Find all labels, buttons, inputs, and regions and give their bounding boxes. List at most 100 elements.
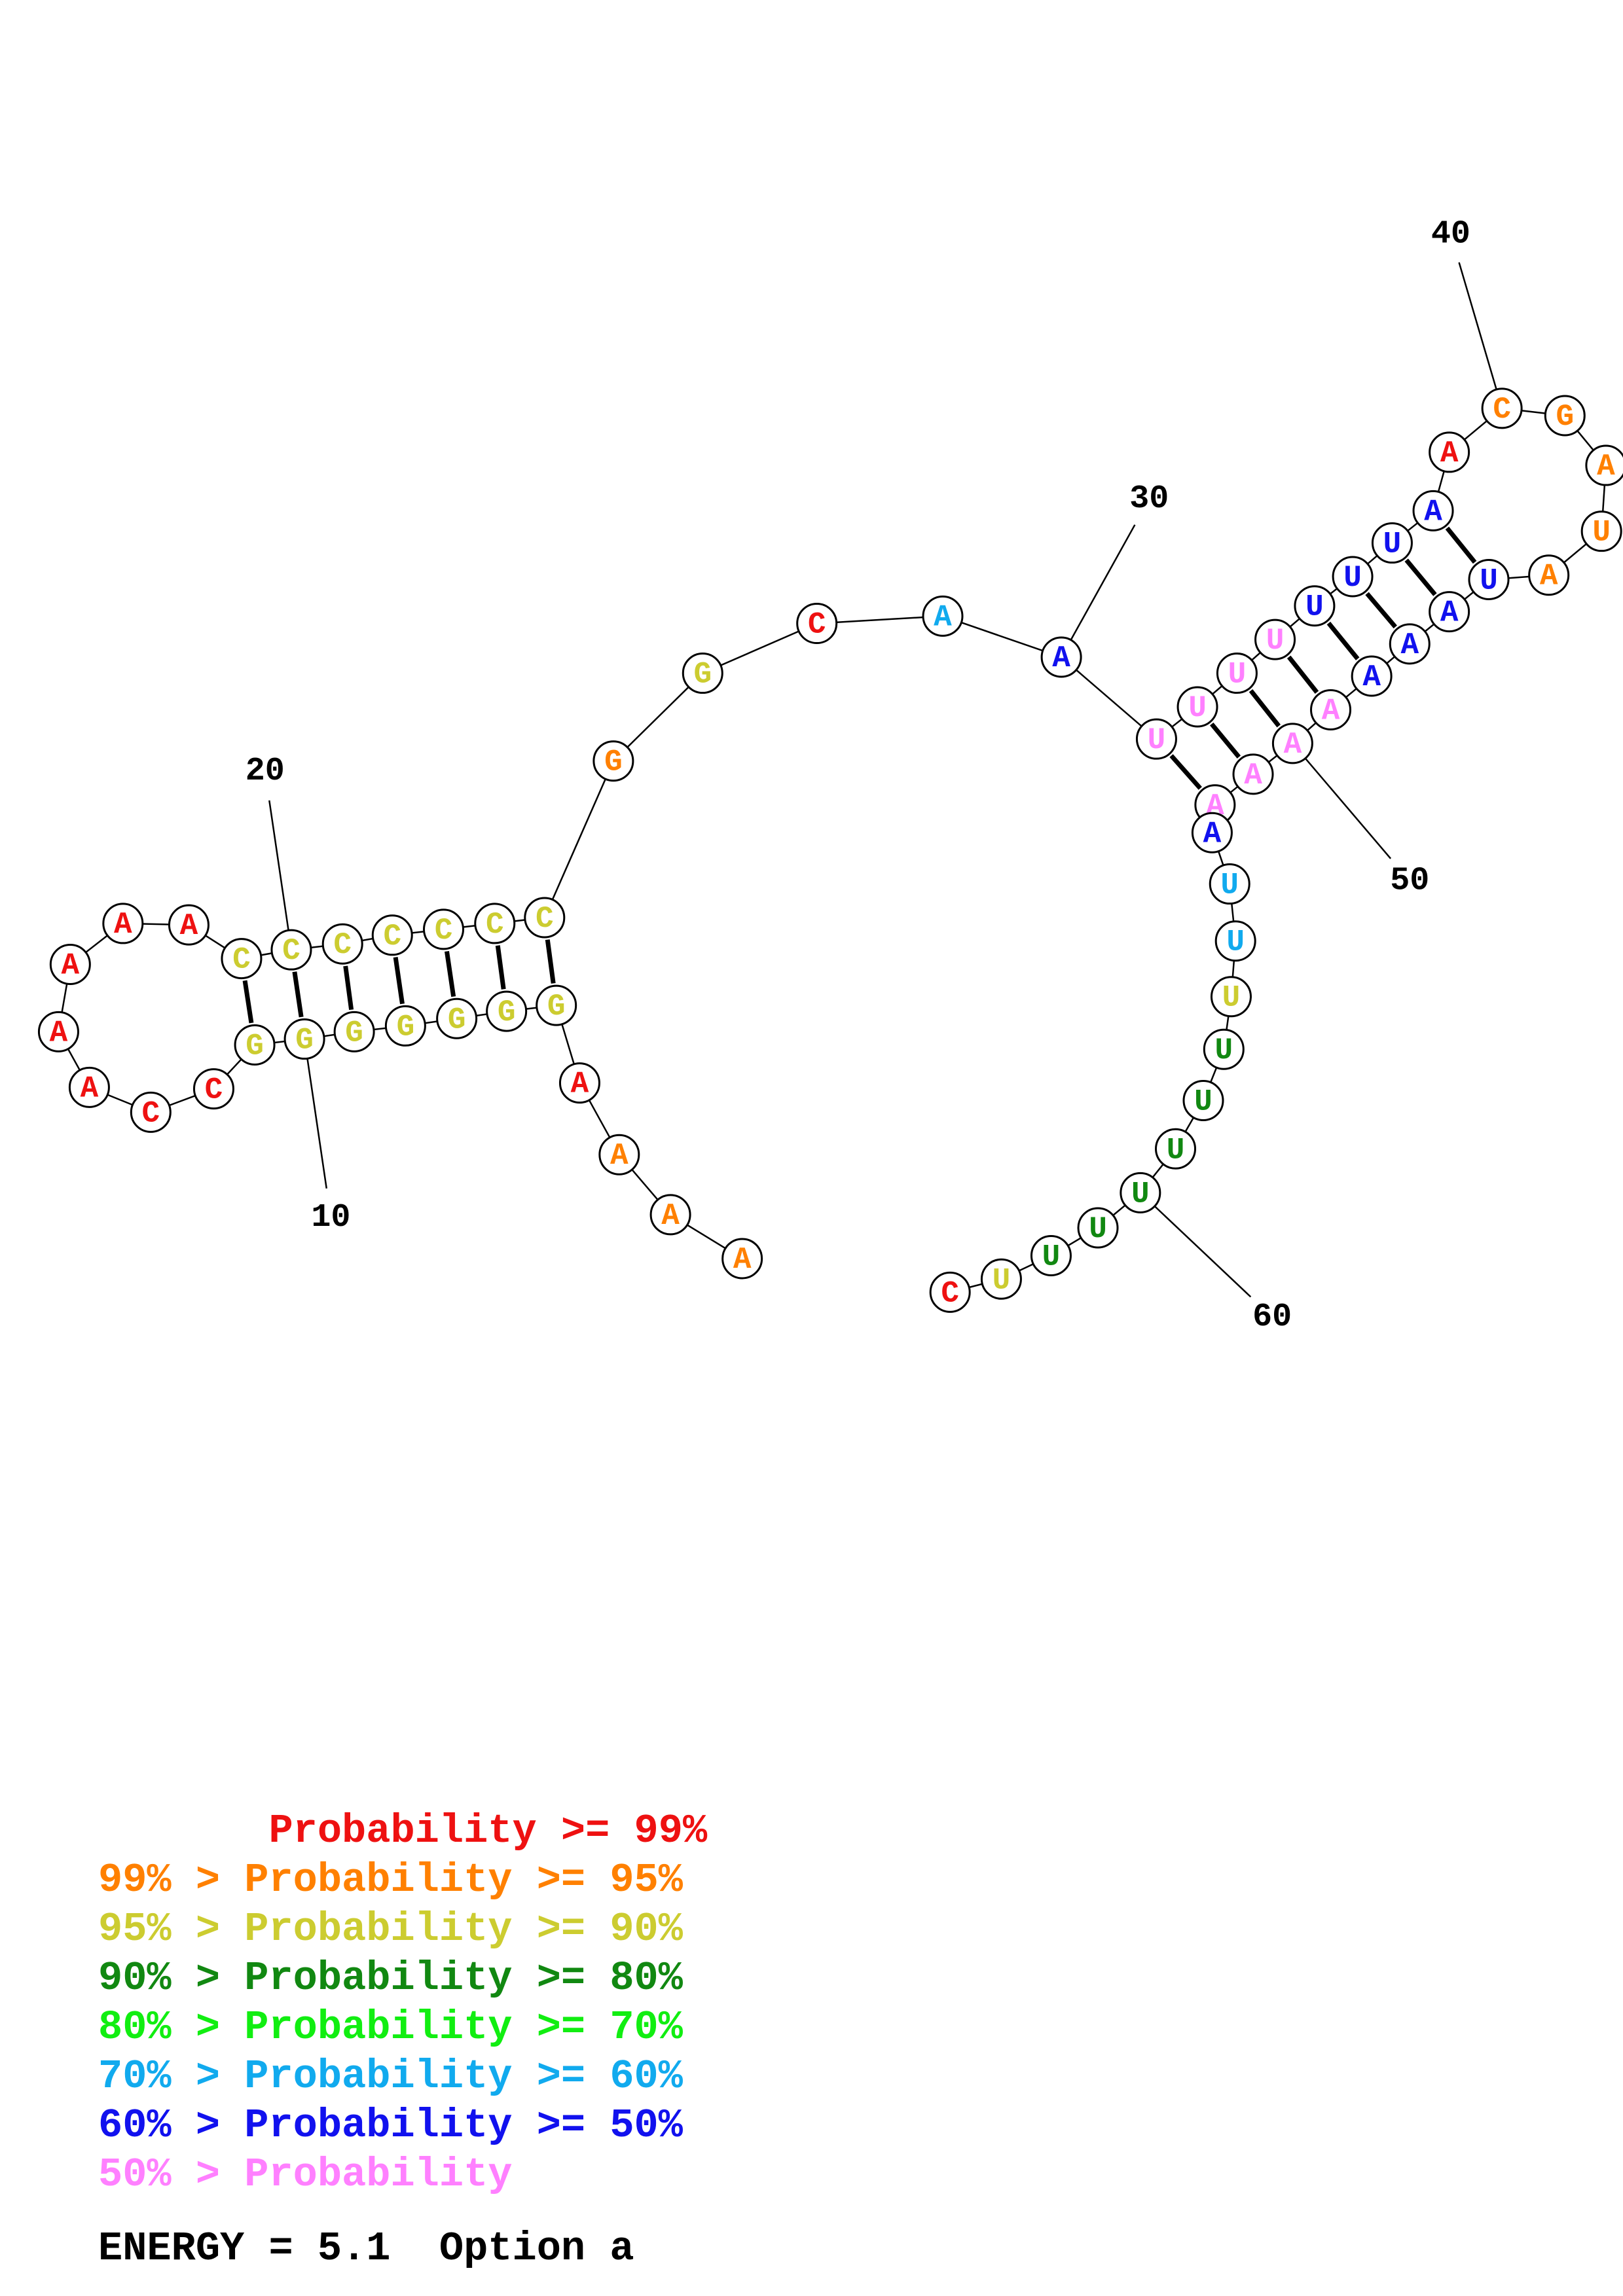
base-circle bbox=[37, 1011, 79, 1052]
base-circle bbox=[1544, 395, 1586, 437]
base-circle bbox=[1030, 1234, 1072, 1276]
nucleotide-base: U bbox=[1216, 653, 1258, 694]
base-circle bbox=[436, 997, 478, 1039]
legend-entry: Probability >= 99% bbox=[98, 1808, 708, 1854]
nucleotide-base: A bbox=[37, 1011, 79, 1052]
base-letter: C bbox=[232, 943, 251, 977]
base-letter: C bbox=[536, 902, 554, 936]
base-letter: A bbox=[934, 600, 952, 634]
backbone-bond bbox=[816, 615, 943, 624]
legend-entry: 95% > Probability >= 90% bbox=[98, 1906, 683, 1952]
base-circle bbox=[796, 603, 838, 645]
base-letter: U bbox=[1228, 658, 1247, 692]
base-letter: G bbox=[547, 990, 566, 1024]
base-circle bbox=[524, 897, 566, 939]
base-letter: U bbox=[1226, 925, 1245, 960]
nucleotide-base: A bbox=[1232, 753, 1274, 795]
nucleotide-base: U bbox=[1210, 976, 1252, 1018]
nucleotide-base: G bbox=[593, 740, 634, 782]
legend-entry: 60% > Probability >= 50% bbox=[98, 2102, 683, 2149]
nucleotide-base: C bbox=[474, 903, 516, 944]
base-circle bbox=[1216, 653, 1258, 694]
base-circle bbox=[1176, 686, 1218, 728]
base-circle bbox=[1580, 511, 1622, 552]
base-circle bbox=[922, 595, 964, 637]
base-pair-bond bbox=[393, 956, 405, 1005]
nucleotide-base: G bbox=[436, 997, 478, 1039]
backbone-bond bbox=[702, 622, 818, 674]
base-letter: A bbox=[1322, 694, 1340, 728]
position-tick bbox=[268, 800, 293, 950]
position-tick bbox=[1061, 524, 1136, 658]
base-circle bbox=[1271, 723, 1313, 764]
position-tick bbox=[1458, 262, 1503, 409]
base-letter: A bbox=[610, 1139, 629, 1173]
base-pair-bonds bbox=[242, 526, 1477, 1024]
base-circle bbox=[593, 740, 634, 782]
legend-entry: 70% > Probability >= 60% bbox=[98, 2053, 683, 2100]
base-circle bbox=[980, 1258, 1022, 1300]
nucleotide-base: U bbox=[1182, 1079, 1224, 1121]
base-pair-bond bbox=[545, 939, 556, 984]
backbone-bond bbox=[1061, 656, 1158, 740]
base-letter: U bbox=[1042, 1240, 1061, 1274]
base-letter: G bbox=[498, 996, 516, 1030]
base-circle bbox=[1232, 753, 1274, 795]
base-circle bbox=[721, 1238, 763, 1280]
base-circle bbox=[384, 1005, 426, 1047]
nucleotide-base: U bbox=[980, 1258, 1022, 1300]
base-pair-bond bbox=[1445, 526, 1477, 564]
base-circle bbox=[558, 1062, 600, 1104]
base-letter: C bbox=[205, 1073, 223, 1107]
base-pair-bond bbox=[1326, 621, 1360, 660]
base-letter: A bbox=[1052, 641, 1070, 675]
nucleotide-base: A bbox=[1040, 636, 1082, 678]
base-circle bbox=[1209, 863, 1250, 905]
nucleotide-base: C bbox=[423, 908, 465, 950]
backbone-bond bbox=[942, 615, 1062, 658]
nucleotide-base: A bbox=[68, 1066, 110, 1108]
base-letter: A bbox=[1400, 628, 1419, 662]
nucleotide-base: U bbox=[1135, 718, 1177, 760]
base-letter: C bbox=[1493, 393, 1511, 427]
base-circle bbox=[1294, 585, 1336, 627]
base-circle bbox=[1429, 431, 1470, 473]
base-letter: C bbox=[486, 908, 504, 942]
base-circle bbox=[68, 1066, 110, 1108]
nucleotide-base: U bbox=[1294, 585, 1336, 627]
base-circle bbox=[1191, 812, 1233, 853]
base-pair-bond bbox=[1365, 592, 1397, 629]
base-circle bbox=[1135, 718, 1177, 760]
base-circle bbox=[486, 990, 528, 1032]
position-labels: 10 20 30 40 50 60 bbox=[246, 215, 1470, 1336]
base-letter: A bbox=[1284, 728, 1302, 762]
position-tick bbox=[1292, 743, 1392, 859]
base-letter: U bbox=[1089, 1212, 1107, 1246]
base-letter: G bbox=[1556, 400, 1574, 434]
nucleotide-base: C bbox=[221, 938, 263, 980]
base-letter: A bbox=[62, 949, 80, 983]
base-letter: U bbox=[1214, 1033, 1233, 1067]
nucleotide-base: A bbox=[922, 595, 964, 637]
base-letter: G bbox=[345, 1016, 363, 1050]
base-circle bbox=[423, 908, 465, 950]
base-letter: A bbox=[114, 908, 132, 942]
position-label-ticks bbox=[268, 262, 1503, 1298]
position-label: 40 bbox=[1431, 215, 1470, 253]
nucleotide-base: A bbox=[1412, 490, 1454, 531]
base-letter: U bbox=[1266, 624, 1285, 658]
base-circle bbox=[270, 929, 312, 971]
nucleotide-base: U bbox=[1030, 1234, 1072, 1276]
nucleotide-base: C bbox=[321, 923, 363, 965]
position-tick bbox=[1139, 1192, 1252, 1298]
nucleotide-base: U bbox=[1332, 556, 1374, 598]
nucleotide-base: U bbox=[1214, 920, 1256, 962]
nucleotide-base: G bbox=[283, 1018, 325, 1060]
base-circle bbox=[1310, 689, 1352, 730]
base-circle bbox=[1155, 1128, 1197, 1170]
base-circle bbox=[371, 914, 413, 956]
base-letter: C bbox=[435, 914, 453, 948]
base-letter: U bbox=[1188, 691, 1207, 725]
base-circle bbox=[1203, 1028, 1245, 1070]
base-letter: U bbox=[1131, 1177, 1150, 1211]
